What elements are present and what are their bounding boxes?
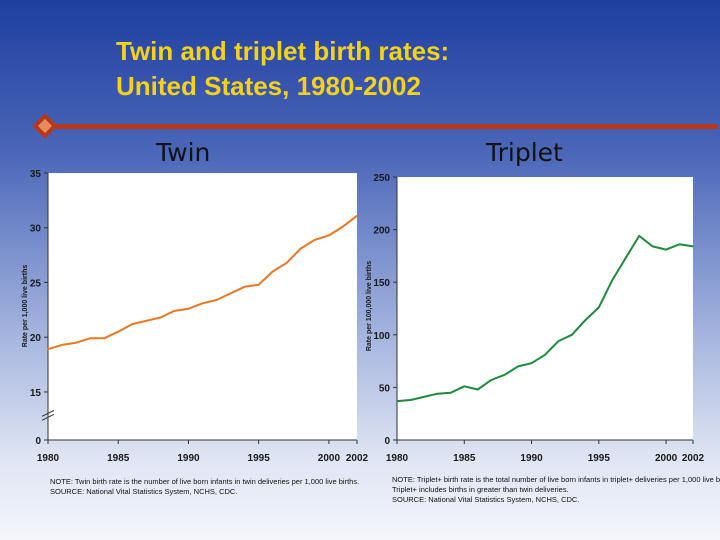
- triplet-data-point: [692, 245, 694, 248]
- triplet-note-2: Triplet+ includes births in greater than…: [392, 485, 569, 494]
- triplet-ytick-label: 250: [373, 173, 390, 184]
- twin-data-point: [61, 344, 63, 346]
- triplet-data-point: [624, 257, 627, 259]
- twin-plot-area: [48, 173, 357, 440]
- triplet-xtick-label: 2000: [655, 453, 678, 464]
- triplet-data-point: [436, 392, 439, 395]
- triplet-ytick-label: 150: [373, 278, 390, 289]
- triplet-data-point: [544, 354, 546, 356]
- twin-data-point: [75, 341, 77, 344]
- twin-ytick-label: 15: [30, 388, 42, 399]
- twin-ylabel: Rate per 1,000 live births: [22, 265, 29, 348]
- twin-data-point: [300, 247, 302, 250]
- triplet-data-point: [450, 391, 452, 394]
- triplet-data-point: [571, 334, 573, 336]
- triplet-plot-area: [397, 177, 693, 440]
- triplet-data-point: [463, 385, 466, 388]
- triplet-data-point: [665, 248, 667, 251]
- twin-data-point: [243, 286, 246, 288]
- triplet-data-point: [396, 400, 398, 402]
- triplet-panel-label: Triplet: [486, 138, 563, 167]
- triplet-xtick-label: 1985: [453, 453, 476, 464]
- twin-panel-label: Twin: [156, 138, 211, 167]
- triplet-xtick-label: 1995: [588, 453, 611, 464]
- twin-xtick-label: 1990: [177, 453, 200, 464]
- twin-ytick-label: 35: [30, 169, 42, 180]
- twin-data-point: [257, 283, 260, 286]
- twin-data-point: [286, 262, 288, 264]
- twin-xtick-label: 2000: [318, 453, 341, 464]
- title-rule: [50, 124, 718, 129]
- triplet-data-point: [409, 399, 412, 401]
- triplet-data-point: [611, 279, 614, 281]
- twin-xtick-label: 1985: [107, 453, 130, 464]
- twin-data-point: [173, 310, 176, 312]
- twin-data-point: [215, 299, 218, 301]
- slide-title: Twin and triplet birth rates: United Sta…: [116, 34, 676, 104]
- twin-data-point: [187, 307, 190, 310]
- triplet-ytick-label: 0: [384, 436, 390, 447]
- triplet-data-point: [584, 319, 587, 321]
- twin-data-point: [131, 323, 134, 325]
- triplet-ytick-label: 200: [373, 226, 390, 237]
- twin-note-2: SOURCE: National Vital Statistics System…: [50, 487, 238, 496]
- triplet-note-3: SOURCE: National Vital Statistics System…: [392, 495, 580, 504]
- twin-axis-break-mark: [41, 413, 55, 421]
- triplet-data-point: [423, 396, 425, 398]
- triplet-notes: NOTE: Triplet+ birth rate is the total n…: [392, 475, 720, 505]
- triplet-data-point: [598, 306, 600, 309]
- twin-axis-break-mark: [41, 409, 55, 417]
- triplet-ytick-label: 50: [379, 383, 391, 394]
- twin-data-point: [201, 302, 204, 305]
- triplet-data-point: [476, 388, 479, 391]
- triplet-xtick-label: 1990: [520, 453, 543, 464]
- triplet-xtick-label: 1980: [386, 453, 409, 464]
- twin-data-point: [342, 225, 344, 228]
- twin-xtick-label: 1980: [37, 453, 60, 464]
- triplet-data-point: [503, 374, 506, 376]
- twin-data-point: [145, 320, 148, 322]
- twin-data-point: [89, 337, 91, 340]
- twin-data-point: [117, 330, 119, 333]
- triplet-data-point: [530, 362, 533, 365]
- twin-data-point: [47, 348, 49, 351]
- twin-ytick-label: 0: [35, 436, 41, 447]
- twin-ytick-label: 20: [30, 333, 42, 344]
- triplet-ylabel: Rate per 100,000 live births: [366, 261, 373, 351]
- twin-note-1: NOTE: Twin birth rate is the number of l…: [50, 477, 360, 486]
- triplet-ytick-label: 100: [373, 331, 390, 342]
- twin-xtick-label: 1995: [248, 453, 271, 464]
- twin-ytick-label: 25: [30, 278, 42, 289]
- slide-title-line1: Twin and triplet birth rates:: [116, 36, 450, 66]
- slide-title-line2: United States, 1980-2002: [116, 71, 421, 101]
- twin-ytick-label: 30: [30, 224, 42, 235]
- twin-data-point: [314, 239, 316, 241]
- twin-notes: NOTE: Twin birth rate is the number of l…: [50, 477, 359, 497]
- triplet-xtick-label: 2002: [682, 453, 705, 464]
- twin-data-point: [103, 337, 105, 340]
- twin-data-point: [229, 292, 232, 295]
- twin-data-point: [356, 214, 358, 217]
- triplet-data-point: [638, 235, 640, 237]
- twin-data-point: [159, 316, 162, 319]
- triplet-data-point: [557, 340, 560, 342]
- triplet-data-point: [678, 243, 681, 246]
- twin-xtick-label: 2002: [346, 453, 369, 464]
- triplet-data-point: [651, 245, 654, 248]
- triplet-data-point: [490, 379, 493, 381]
- twin-data-point: [271, 270, 274, 273]
- triplet-data-point: [517, 365, 519, 368]
- twin-data-point: [328, 234, 330, 237]
- triplet-note-1: NOTE: Triplet+ birth rate is the total n…: [392, 475, 720, 484]
